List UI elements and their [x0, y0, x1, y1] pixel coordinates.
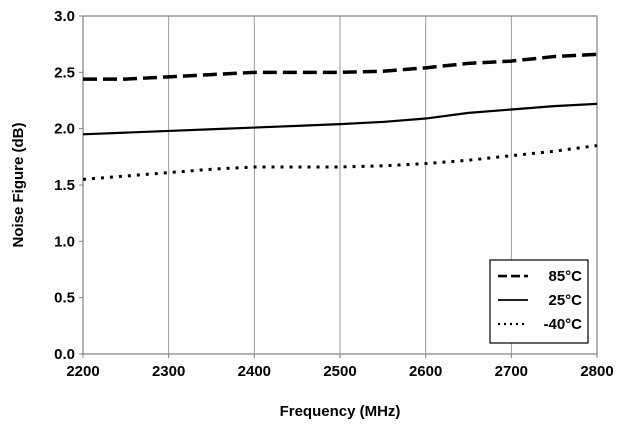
x-tick-labels: 2200 2300 2400 2500 2600 2700 2800 — [66, 354, 614, 380]
legend-label: -40°C — [543, 316, 582, 333]
legend-label: 85°C — [548, 268, 582, 285]
x-tick-label: 2600 — [409, 363, 442, 380]
legend-box — [489, 259, 589, 344]
x-axis-title: Frequency (MHz) — [280, 403, 401, 420]
y-tick-label: 0.0 — [54, 346, 75, 363]
x-tick-label: 2300 — [152, 363, 185, 380]
series-line-85c — [83, 52, 598, 81]
x-tick-label: 2400 — [238, 363, 271, 380]
y-tick-label: 1.5 — [54, 177, 75, 194]
y-tick-labels: 0.0 0.5 1.0 1.5 2.0 2.5 3.0 — [54, 8, 83, 363]
x-tick-label: 2800 — [580, 363, 613, 380]
grid-layer — [168, 16, 512, 354]
legend: 85°C 25°C -40°C — [489, 259, 589, 344]
y-tick-label: 0.5 — [54, 290, 75, 307]
y-tick-label: 3.0 — [54, 8, 75, 25]
y-tick-label: 2.0 — [54, 121, 75, 138]
y-axis-title: Noise Figure (dB) — [10, 122, 27, 247]
legend-label: 25°C — [548, 292, 582, 309]
y-tick-label: 1.0 — [54, 233, 75, 250]
x-tick-label: 2200 — [66, 363, 99, 380]
y-tick-label: 2.5 — [54, 64, 75, 81]
series-line-25c — [82, 102, 598, 136]
series-layer — [82, 52, 598, 181]
x-tick-label: 2700 — [495, 363, 528, 380]
x-tick-label: 2500 — [323, 363, 356, 380]
